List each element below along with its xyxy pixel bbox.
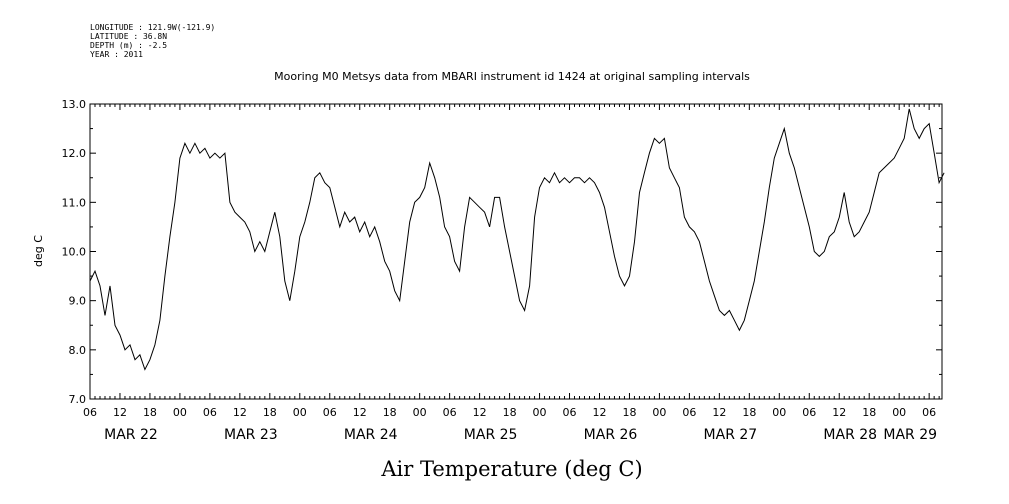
x-tick-label: 18 <box>622 406 636 419</box>
latitude-label: LATITUDE : 36.8N <box>90 32 167 41</box>
x-tick-label: 06 <box>922 406 936 419</box>
date-labels: MAR 22 MAR 23 MAR 24 MAR 25 MAR 26 MAR 27 MAR … <box>104 427 937 443</box>
x-tick-label: 00 <box>413 406 427 419</box>
x-tick-label: 06 <box>323 406 337 419</box>
x-tick-label: 00 <box>892 406 906 419</box>
y-tick-label: 7.0 <box>69 393 87 406</box>
x-tick-label: 12 <box>113 406 127 419</box>
date-label: MAR 27 <box>704 427 758 443</box>
x-tick-label: 12 <box>592 406 606 419</box>
x-axis-title: Air Temperature (deg C) <box>380 457 642 481</box>
y-tick-label: 13.0 <box>62 98 87 111</box>
date-label: MAR 29 <box>883 427 937 443</box>
x-tick-label: 12 <box>353 406 367 419</box>
x-tick-label: 18 <box>383 406 397 419</box>
x-tick-label: 00 <box>293 406 307 419</box>
date-label: MAR 22 <box>104 427 158 443</box>
date-label: MAR 25 <box>464 427 518 443</box>
x-tick-label: 18 <box>862 406 876 419</box>
x-tick-label: 06 <box>563 406 577 419</box>
date-label: MAR 23 <box>224 427 278 443</box>
x-tick-label: 00 <box>533 406 547 419</box>
longitude-label: LONGITUDE : 121.9W(-121.9) <box>90 23 215 32</box>
x-tick-label: 18 <box>263 406 277 419</box>
x-tick-label: 06 <box>83 406 97 419</box>
depth-label: DEPTH (m) : -2.5 <box>90 41 167 50</box>
x-tick-label: 00 <box>652 406 666 419</box>
y-tick-label: 8.0 <box>69 344 87 357</box>
date-label: MAR 24 <box>344 427 398 443</box>
x-tick-label: 18 <box>503 406 517 419</box>
y-tick-label: 10.0 <box>62 246 87 259</box>
date-label: MAR 26 <box>584 427 638 443</box>
x-tick-label: 00 <box>772 406 786 419</box>
x-axis: 06 12 18 00 06 12 18 00 06 12 18 00 06 12 18 00 06 12 18 00… <box>83 104 940 419</box>
x-tick-label: 12 <box>712 406 726 419</box>
chart-title: Mooring M0 Metsys data from MBARI instru… <box>274 70 750 83</box>
x-tick-label: 06 <box>203 406 217 419</box>
x-tick-label: 06 <box>682 406 696 419</box>
y-axis: 7.0 8.0 9.0 10.0 11.0 12.0 13.0 <box>62 98 942 406</box>
x-tick-label: 18 <box>742 406 756 419</box>
x-tick-label: 18 <box>143 406 157 419</box>
x-tick-label: 06 <box>802 406 816 419</box>
y-tick-label: 9.0 <box>69 295 87 308</box>
temperature-series-line <box>89 108 945 371</box>
x-tick-label: 12 <box>832 406 846 419</box>
y-axis-label: deg C <box>32 235 45 267</box>
year-label: YEAR : 2011 <box>90 50 143 59</box>
x-tick-label: 06 <box>443 406 457 419</box>
x-tick-label: 12 <box>473 406 487 419</box>
date-label: MAR 28 <box>823 427 877 443</box>
y-tick-label: 11.0 <box>62 196 87 209</box>
x-tick-label: 00 <box>173 406 187 419</box>
y-tick-label: 12.0 <box>62 147 87 160</box>
x-tick-label: 12 <box>233 406 247 419</box>
